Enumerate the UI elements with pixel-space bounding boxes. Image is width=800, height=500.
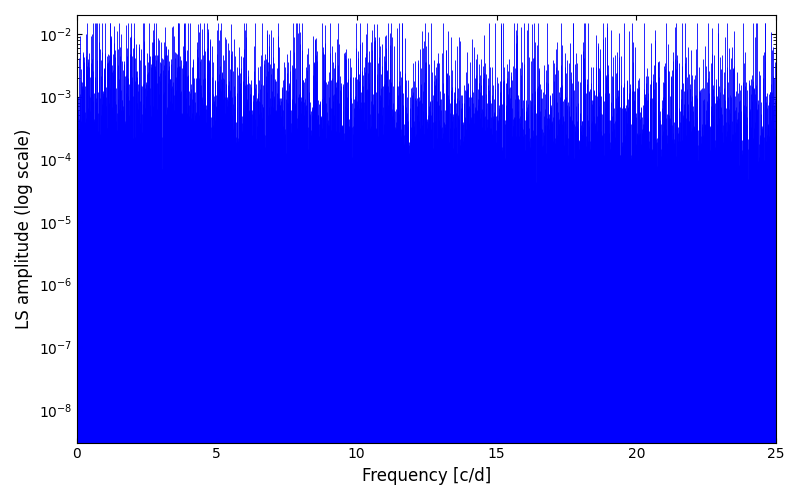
X-axis label: Frequency [c/d]: Frequency [c/d] xyxy=(362,467,491,485)
Y-axis label: LS amplitude (log scale): LS amplitude (log scale) xyxy=(15,128,33,329)
